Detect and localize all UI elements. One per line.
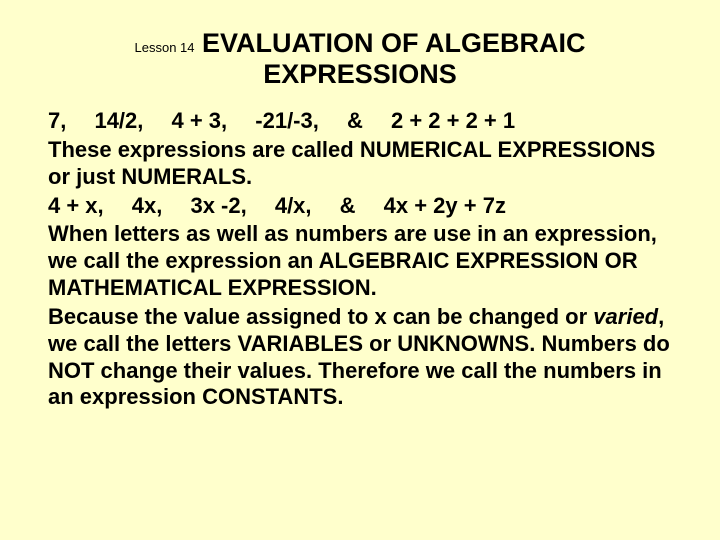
p5-part-a: Because the value assigned to x can be c… [48,304,593,329]
title-line-1: EVALUATION OF ALGEBRAIC [195,28,586,58]
algebraic-examples: 4 + x, 4x, 3x -2, 4/x, & 4x + 2y + 7z [48,193,672,220]
numerical-definition: These expressions are called NUMERICAL E… [48,137,672,191]
slide-title: Lesson 14 EVALUATION OF ALGEBRAIC EXPRES… [48,28,672,90]
numerical-examples: 7, 14/2, 4 + 3, -21/-3, & 2 + 2 + 2 + 1 [48,108,672,135]
algebraic-definition: When letters as well as numbers are use … [48,221,672,301]
slide-container: Lesson 14 EVALUATION OF ALGEBRAIC EXPRES… [0,0,720,540]
slide-body: 7, 14/2, 4 + 3, -21/-3, & 2 + 2 + 2 + 1 … [48,108,672,411]
p5-italic-word: varied [593,304,658,329]
lesson-prefix: Lesson 14 [135,40,195,55]
variables-definition: Because the value assigned to x can be c… [48,304,672,411]
title-line-2: EXPRESSIONS [263,59,457,89]
